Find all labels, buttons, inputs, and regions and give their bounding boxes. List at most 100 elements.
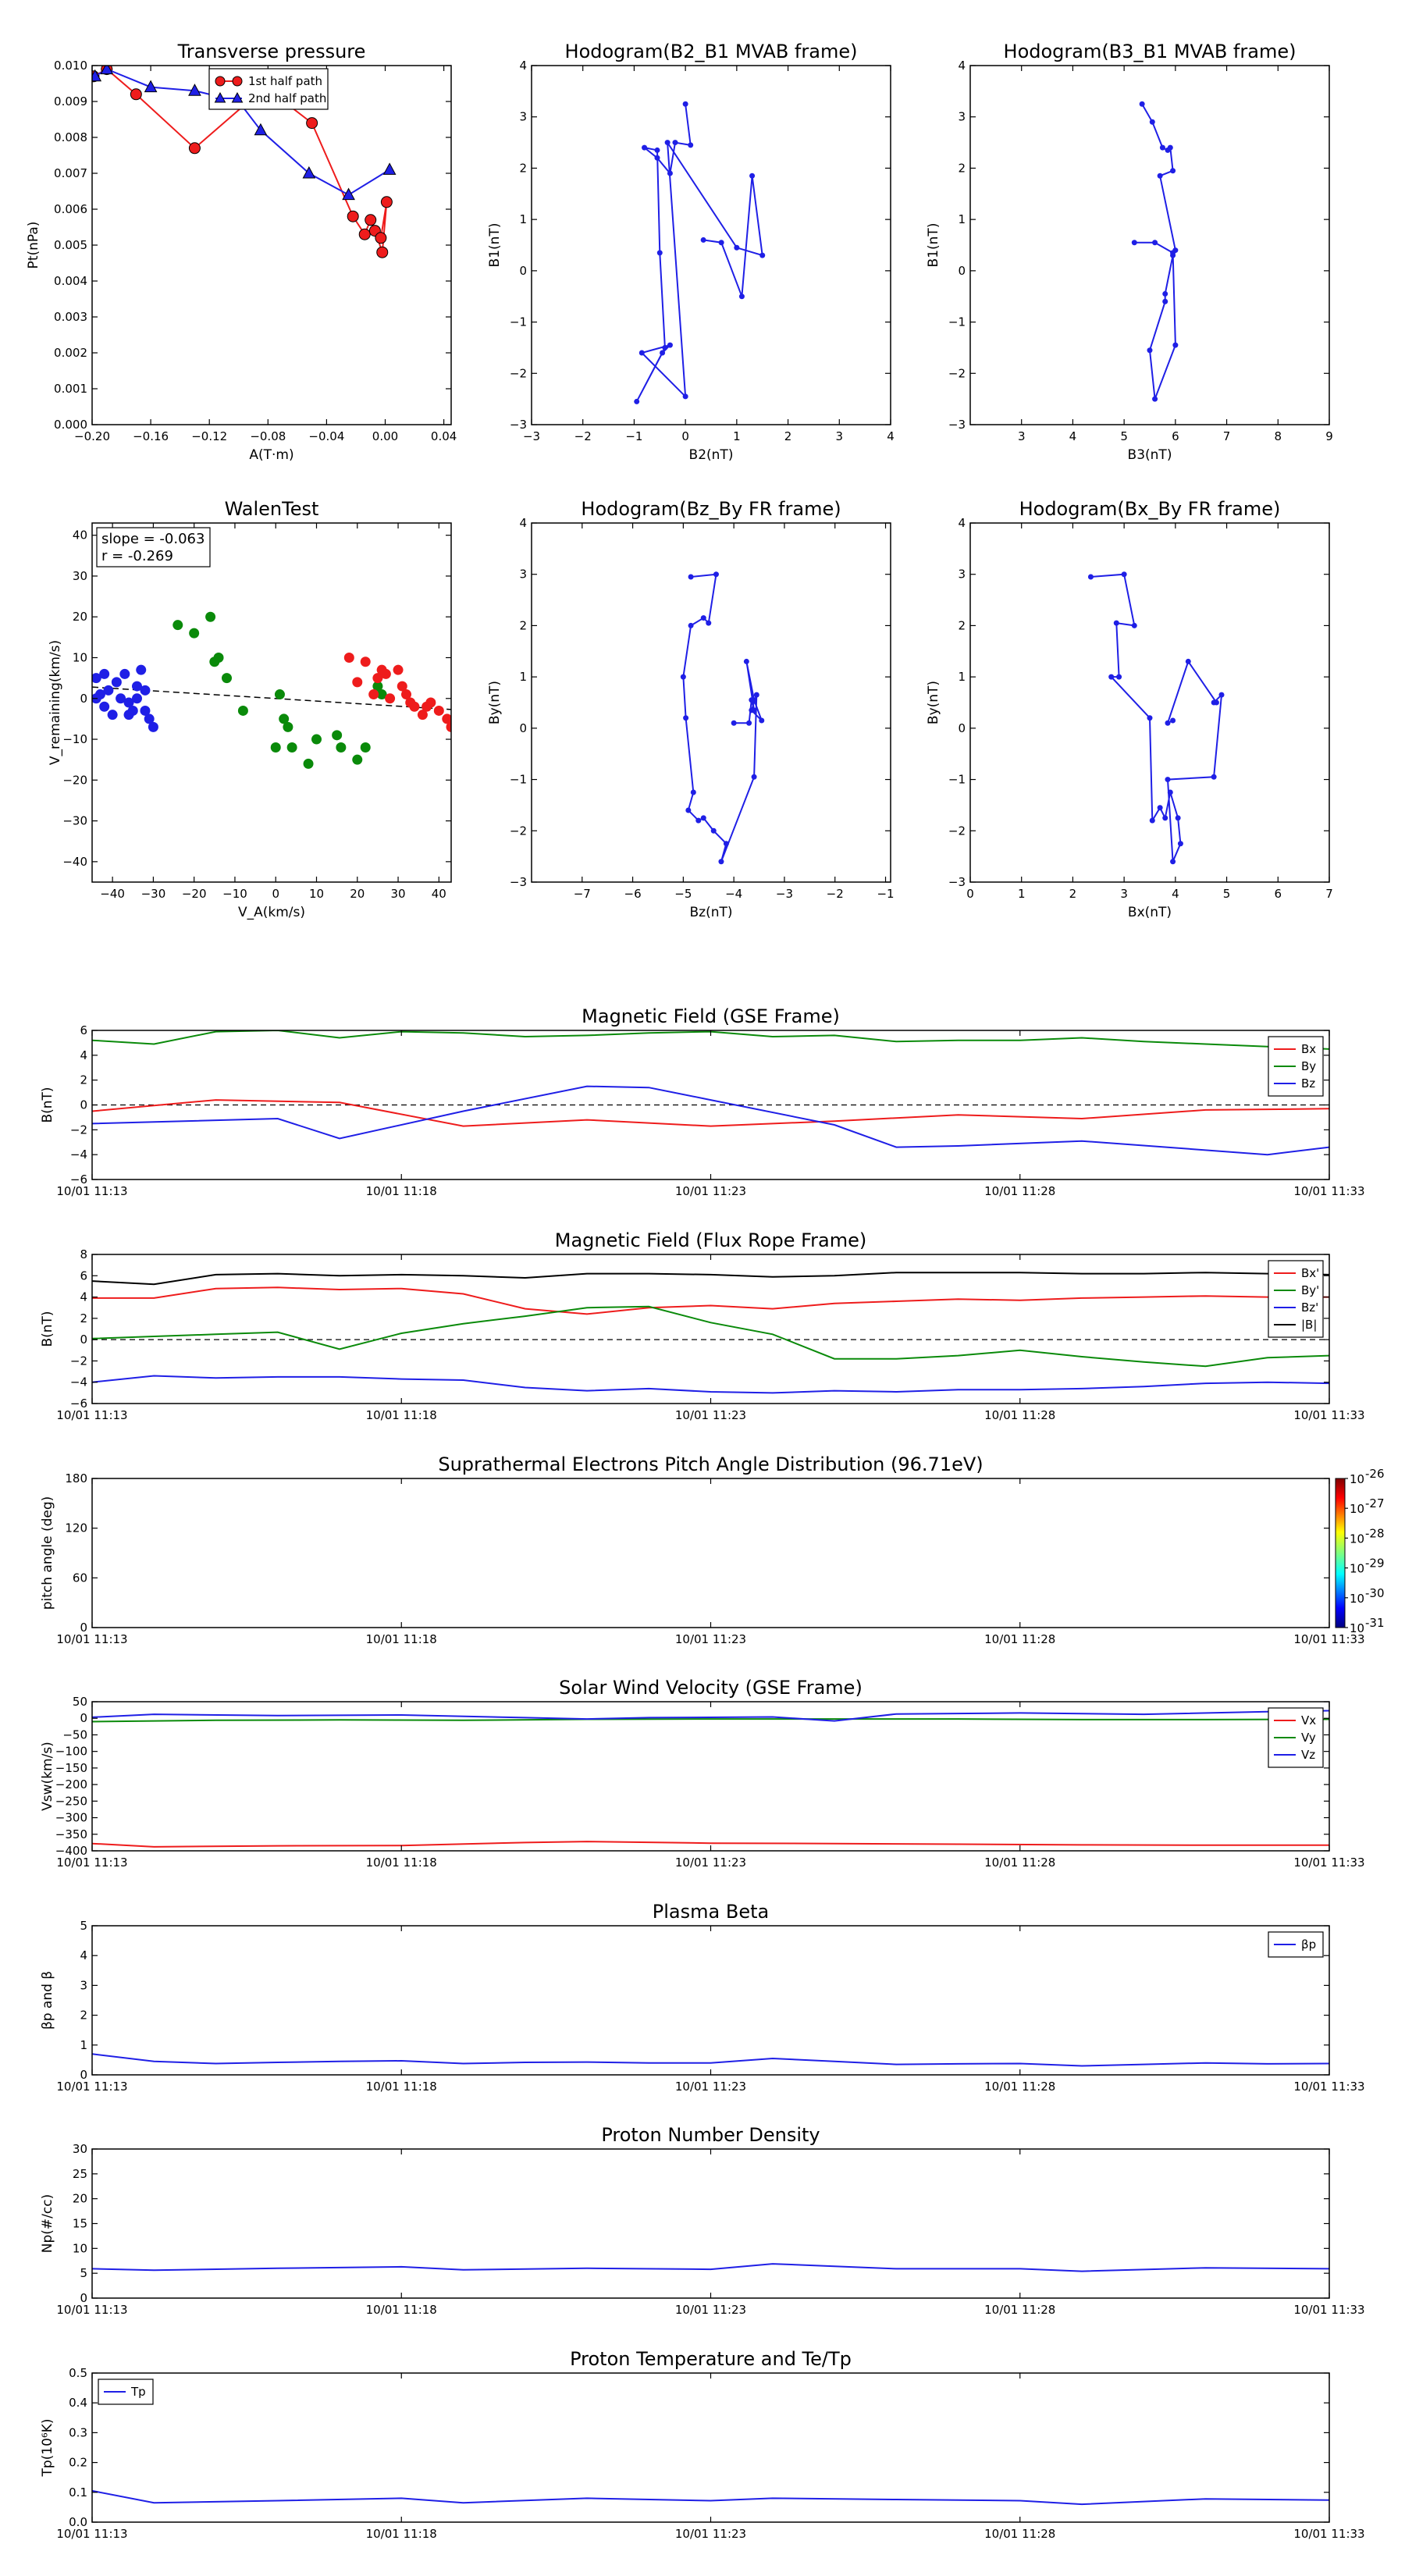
x-tick-label: −6 bbox=[624, 887, 642, 901]
series-line bbox=[682, 573, 763, 863]
x-tick-label: 10/01 11:23 bbox=[675, 1408, 746, 1422]
axes-frame bbox=[91, 1925, 1330, 2076]
y-tick-label: −2 bbox=[70, 1354, 87, 1368]
legend-label: Vx bbox=[1301, 1713, 1316, 1727]
data-point bbox=[136, 664, 147, 675]
y-tick-label: 0 bbox=[80, 1098, 87, 1112]
series-by- bbox=[92, 1305, 1329, 1368]
data-point bbox=[700, 815, 706, 821]
y-tick-label: −200 bbox=[55, 1777, 87, 1791]
series-b3-b1 bbox=[1131, 101, 1179, 402]
data-point bbox=[274, 689, 285, 700]
x-tick-label: 1 bbox=[1018, 887, 1026, 901]
data-point bbox=[662, 344, 668, 350]
data-point bbox=[1177, 841, 1183, 847]
x-tick-label: −20 bbox=[182, 887, 207, 901]
legend: Bx' By' Bz' |B| bbox=[1268, 1260, 1324, 1338]
axes-frame bbox=[91, 1478, 1330, 1628]
plot-area bbox=[92, 2053, 1329, 2067]
chart-h21: Hodogram(B2_B1 MVAB frame) −3 −2 −1 0 1 2 3 4 −3 −… bbox=[487, 41, 895, 463]
data-point bbox=[283, 721, 293, 732]
x-tick-label: 0 bbox=[681, 429, 689, 443]
data-point bbox=[286, 742, 297, 753]
series-vx bbox=[92, 1841, 1329, 1848]
data-point bbox=[656, 250, 663, 256]
data-point bbox=[123, 710, 134, 720]
chart-bgse: Magnetic Field (GSE Frame) −6 −4 −2 0 2 4 6 10/0… bbox=[40, 1005, 1365, 1198]
axes-frame bbox=[969, 65, 1330, 425]
y-axis-label: By(nT) bbox=[926, 681, 941, 724]
x-tick-label: −10 bbox=[222, 887, 247, 901]
data-point bbox=[1170, 859, 1176, 865]
y-tick-label: 20 bbox=[73, 610, 87, 624]
stats-frame bbox=[96, 527, 211, 568]
y-tick-label: 10 bbox=[73, 2241, 87, 2255]
slope-text: slope = -0.063 bbox=[101, 531, 205, 547]
y-tick-label: −1 bbox=[948, 773, 966, 787]
x-tick-label: 40 bbox=[432, 887, 446, 901]
y-tick-label: 0 bbox=[80, 1711, 87, 1725]
colorbar-exponent: -26 bbox=[1365, 1467, 1385, 1481]
plot-area bbox=[92, 2263, 1329, 2272]
y-tick-label: −6 bbox=[70, 1172, 87, 1187]
data-point bbox=[382, 162, 397, 175]
y-tick-label: 0.009 bbox=[54, 94, 87, 109]
y-tick-label: 180 bbox=[65, 1471, 87, 1485]
data-point bbox=[1116, 674, 1122, 680]
y-axis-label: By(nT) bbox=[487, 681, 503, 724]
chart-title: Proton Temperature and Te/Tp bbox=[570, 2348, 852, 2370]
y-tick-label: −2 bbox=[948, 824, 966, 838]
y-tick-label: 1 bbox=[519, 670, 527, 684]
y-tick-label: −1 bbox=[510, 315, 527, 329]
data-point bbox=[375, 232, 387, 244]
data-point bbox=[119, 668, 130, 679]
data-point bbox=[1147, 715, 1153, 721]
legend: 1st half path 2nd half path bbox=[208, 68, 329, 110]
x-tick-label: 2 bbox=[784, 429, 792, 443]
y-tick-label: 1 bbox=[519, 212, 527, 226]
x-tick-label: 10/01 11:33 bbox=[1293, 1856, 1364, 1870]
chart-beta: Plasma Beta 0 1 2 3 4 5 10/01 11:13 10/01 11:18 1… bbox=[40, 1901, 1365, 2094]
x-tick-label: −4 bbox=[725, 887, 742, 901]
axes-frame bbox=[531, 65, 891, 425]
data-point bbox=[302, 165, 316, 179]
y-tick-label: 6 bbox=[80, 1268, 87, 1283]
x-tick-label: 10/01 11:28 bbox=[984, 2527, 1055, 2541]
data-point bbox=[683, 715, 689, 721]
data-point bbox=[634, 398, 640, 404]
legend-label: Bz' bbox=[1301, 1300, 1318, 1315]
chart-walen: WalenTest −40 −30 −20 −10 0 10 20 30 40 −40 −30 −20 −… bbox=[48, 498, 452, 920]
y-tick-label: 50 bbox=[73, 1695, 87, 1709]
y-tick-label: 2 bbox=[80, 1073, 87, 1087]
legend-label: Bx bbox=[1301, 1042, 1316, 1056]
x-axis-label: V_A(km/s) bbox=[238, 905, 305, 920]
y-tick-label: −3 bbox=[948, 418, 966, 432]
x-tick-label: 10/01 11:33 bbox=[1293, 2303, 1364, 2317]
y-tick-label: −350 bbox=[55, 1827, 87, 1841]
series-line bbox=[1090, 573, 1223, 863]
y-tick-label: 0 bbox=[958, 264, 966, 278]
y-tick-label: −2 bbox=[510, 366, 527, 380]
legend: Tp bbox=[98, 2379, 154, 2405]
legend-label: By bbox=[1301, 1059, 1316, 1073]
series-tp bbox=[92, 2489, 1329, 2506]
x-tick-label: 10/01 11:13 bbox=[56, 1408, 127, 1422]
series-bx-by bbox=[1087, 571, 1225, 865]
data-point bbox=[654, 147, 660, 153]
legend-marker bbox=[215, 76, 226, 87]
legend-label: Bx' bbox=[1301, 1266, 1319, 1280]
y-tick-label: −20 bbox=[62, 773, 87, 787]
y-tick-label: −300 bbox=[55, 1811, 87, 1825]
y-tick-label: 0.0 bbox=[69, 2515, 87, 2529]
y-tick-label: 3 bbox=[519, 568, 527, 582]
data-point bbox=[1149, 817, 1155, 824]
series-line bbox=[92, 2053, 1329, 2067]
y-tick-label: 0.001 bbox=[54, 382, 87, 396]
series-red bbox=[343, 653, 451, 732]
colorbar-exponent: -28 bbox=[1365, 1526, 1385, 1540]
plot-area bbox=[92, 1272, 1329, 1394]
legend-box bbox=[208, 68, 329, 110]
colorbar-label: 10 bbox=[1350, 1621, 1364, 1635]
x-tick-label: 4 bbox=[1172, 887, 1179, 901]
